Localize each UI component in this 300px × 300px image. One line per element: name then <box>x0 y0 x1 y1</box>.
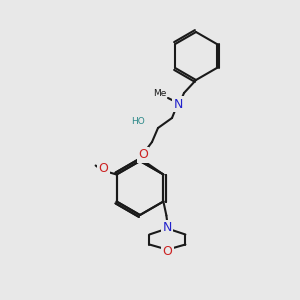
Text: N: N <box>173 98 183 110</box>
Text: Me: Me <box>153 89 167 98</box>
Text: O: O <box>162 245 172 258</box>
Text: N: N <box>163 221 172 234</box>
Text: HO: HO <box>131 116 145 125</box>
Text: O: O <box>138 148 148 161</box>
Text: O: O <box>99 162 109 175</box>
